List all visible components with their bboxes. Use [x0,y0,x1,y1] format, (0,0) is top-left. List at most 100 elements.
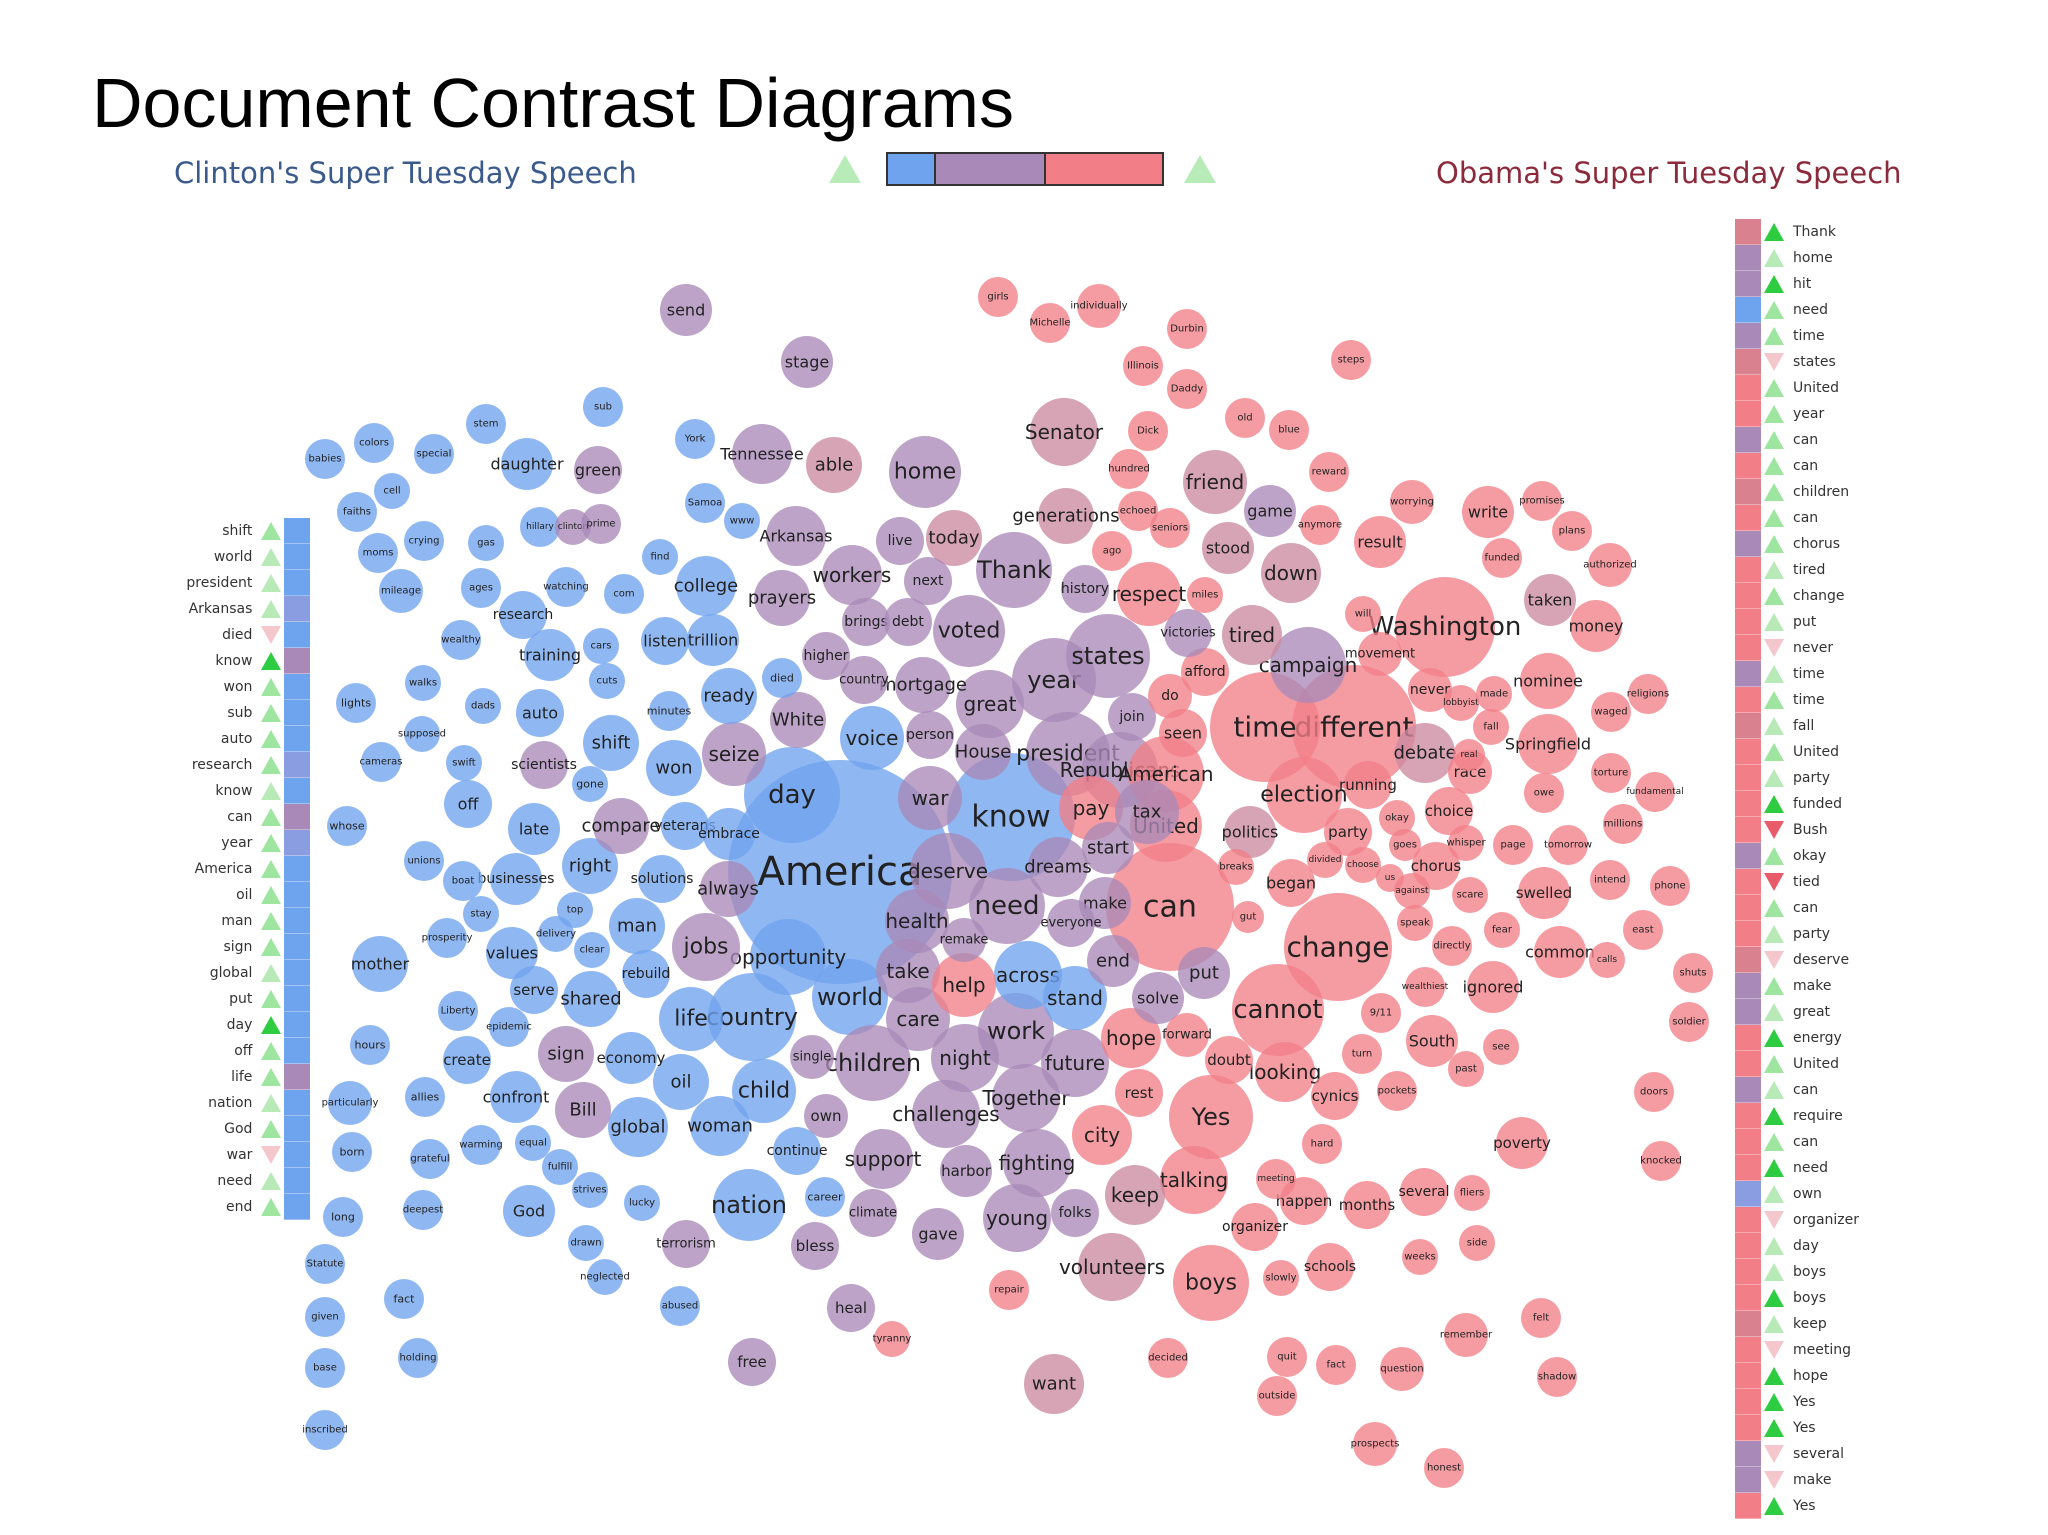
word-bubble-label: opportunity [730,945,847,969]
word-bubble-label: higher [804,648,849,664]
word-bubble-circle [1443,685,1479,721]
word-bubble-label: wealthy [441,635,480,646]
word-bubble: remember [1440,1313,1493,1357]
word-bubble: speak [1397,905,1433,941]
word-bubble-label: home [894,460,956,485]
word-bubble-label: clinton [558,522,588,532]
word-bubble-label: live [888,533,913,549]
word-list-item: shift [158,518,310,544]
word-bubble: fall [1473,709,1509,745]
word-bubble-label: help [942,973,985,997]
word-bubble-label: delivery [536,929,576,940]
word-bubble: challenges [892,1080,1000,1148]
word-list-label: nation [208,1095,253,1111]
word-bubble-label: torture [1594,768,1628,779]
word-color-swatch [1735,1129,1761,1155]
word-bubble: Washington [1369,577,1521,677]
word-bubble-circle [1548,825,1588,865]
word-bubble-label: mileage [381,586,421,597]
word-color-swatch [284,648,310,674]
increase-triangle-icon [261,1120,282,1138]
word-list-label: time [1793,692,1825,708]
word-list-label: year [1793,406,1825,422]
word-bubble-label: make [1083,894,1127,913]
word-color-swatch [284,1116,310,1142]
word-bubble-circle [414,434,454,474]
word-bubble-circle [910,833,986,909]
word-bubble-label: party [1328,823,1368,841]
word-bubble-circle [1311,1072,1359,1120]
word-color-swatch [1735,973,1761,999]
word-list-item: make [1735,973,1885,999]
word-list-label: time [1793,328,1825,344]
increase-triangle-icon [1764,535,1784,553]
word-bubble-circle [305,1244,345,1284]
increase-triangle-icon [261,912,282,930]
word-list-label: United [1793,380,1839,396]
word-bubble-label: particularly [322,1098,379,1109]
word-bubble-label: real [1460,750,1477,760]
word-bubble: blue [1269,410,1309,450]
increase-triangle-icon [1764,1367,1784,1385]
word-bubble: dreams [1024,837,1092,897]
word-bubble-circle [1302,1124,1342,1164]
word-bubble: particularly [322,1081,379,1125]
word-bubble: made [1476,676,1512,712]
word-list-item: tired [1735,557,1885,583]
word-bubble: country [706,973,798,1061]
increase-triangle-icon [261,548,282,566]
word-bubble: page [1493,825,1533,865]
word-bubble: drawn [568,1225,604,1261]
word-bubble-circle [1148,674,1192,718]
word-list-item: life [158,1064,310,1090]
word-bubble-label: owe [1534,788,1554,799]
word-bubble-circle [465,688,501,724]
word-bubble-circle [499,591,547,639]
word-list-item: energy [1735,1025,1885,1051]
word-bubble: see [1483,1029,1519,1065]
increase-triangle-icon [1764,379,1784,397]
word-bubble-label: respect [1112,582,1187,606]
word-list-label: boys [1793,1290,1827,1306]
word-bubble: east [1623,910,1663,950]
word-bubble: green [574,446,622,494]
word-bubble-label: dreams [1024,857,1091,878]
word-bubble-circle [1261,543,1321,603]
word-bubble-circle [1402,1239,1438,1275]
word-list-label: can [227,809,253,825]
word-bubble: religions [1627,674,1669,714]
word-bubble-label: tomorrow [1544,840,1592,851]
word-bubble-circle [463,896,499,932]
increase-triangle-icon [1764,561,1784,579]
word-color-swatch [284,1038,310,1064]
increase-triangle-icon [1764,405,1784,423]
word-color-swatch [284,908,310,934]
word-bubble-label: dads [471,701,495,712]
word-bubble-circle [940,1145,992,1197]
word-list-item: can [1735,1129,1885,1155]
word-bubble-circle [327,806,367,846]
word-bubble-circle [835,1025,911,1101]
left-document-title: Clinton's Super Tuesday Speech [174,156,637,190]
word-bubble-circle [912,1080,980,1148]
word-bubble-circle [404,841,444,881]
word-bubble: man [609,898,665,954]
word-list-item: know [158,778,310,804]
word-list-label: boys [1793,1264,1827,1280]
word-bubble: com [604,574,644,614]
word-color-swatch [284,1142,310,1168]
word-bubble-label: right [569,856,611,877]
word-bubble: training [519,629,581,681]
word-bubble-label: debate [1393,743,1456,764]
word-bubble-label: special [417,449,452,460]
word-bubble-label: www [730,516,755,527]
word-bubble-circle [1522,481,1562,521]
word-bubble: deepest [403,1190,443,1230]
word-bubble: grateful [410,1139,450,1179]
word-bubble-circle [503,1185,555,1237]
word-bubble-label: send [667,301,705,320]
word-bubble-label: join [1118,709,1144,725]
increase-triangle-icon [261,1042,282,1060]
word-color-swatch [1735,661,1761,687]
word-bubble-circle [1047,899,1095,947]
